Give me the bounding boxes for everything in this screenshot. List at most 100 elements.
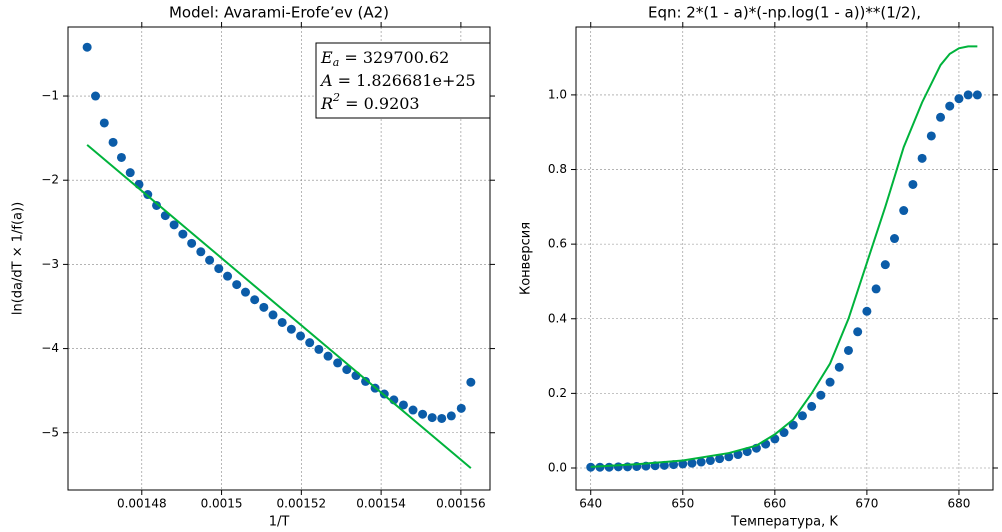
x-tick-label: 0.00154: [356, 497, 406, 511]
data-point: [963, 90, 973, 100]
x-axis-label: Температура, K: [730, 515, 838, 530]
data-point: [936, 112, 946, 122]
data-point: [705, 456, 715, 466]
data-point: [223, 271, 233, 281]
y-tick-label: −5: [41, 425, 59, 439]
data-point: [816, 390, 826, 400]
data-point: [305, 338, 315, 348]
data-point: [427, 413, 437, 423]
y-tick-label: 0.2: [548, 386, 567, 400]
data-point: [323, 351, 333, 361]
data-point: [586, 462, 596, 472]
data-point: [187, 238, 197, 248]
data-point: [880, 260, 890, 270]
x-axis-label: 1/T: [269, 515, 290, 530]
data-point: [259, 302, 269, 312]
x-tick-label: 640: [579, 497, 602, 511]
plot-frame: [575, 26, 994, 491]
data-point: [268, 310, 278, 320]
fit-line: [590, 45, 978, 468]
data-point: [99, 118, 109, 128]
y-tick-label: 0.0: [548, 460, 567, 474]
data-point: [240, 287, 250, 297]
data-point: [250, 295, 260, 305]
data-point: [333, 358, 343, 368]
y-tick-label: −2: [41, 173, 59, 187]
annotation-text: = 329700.62: [339, 48, 449, 67]
annotation-symbol: E: [320, 48, 333, 67]
data-point: [853, 327, 863, 337]
annotation: R2 = 0.9203: [320, 91, 420, 113]
x-tick-label: 0.00148: [117, 497, 167, 511]
data-point: [277, 317, 287, 327]
data-point: [152, 200, 162, 210]
data-point: [108, 137, 118, 147]
y-tick-label: −3: [41, 257, 59, 271]
data-point: [437, 413, 447, 423]
data-point: [926, 131, 936, 141]
annotation-box: [315, 42, 491, 119]
data-point: [82, 42, 92, 52]
data-point: [945, 101, 955, 111]
data-point: [899, 206, 909, 216]
data-point: [862, 306, 872, 316]
data-point: [169, 220, 179, 230]
y-axis-label: Конверсия: [519, 222, 534, 295]
data-point: [954, 94, 964, 104]
chart-title: Eqn: 2*(1 - a)*(-np.log(1 - a))**(1/2),: [648, 4, 921, 22]
data-point: [871, 284, 881, 294]
y-tick-label: −1: [41, 89, 59, 103]
data-point: [890, 234, 900, 244]
annotation-subscript: a: [333, 56, 340, 69]
data-point: [779, 428, 789, 438]
data-point: [807, 401, 817, 411]
y-tick-label: −4: [41, 341, 59, 355]
data-point: [604, 462, 614, 472]
y-tick-label: 0.6: [548, 237, 567, 251]
data-point: [908, 179, 918, 189]
x-tick-label: 670: [855, 497, 878, 511]
data-point: [232, 280, 242, 290]
x-tick-label: 660: [763, 497, 786, 511]
data-point: [797, 411, 807, 421]
data-point: [917, 153, 927, 163]
data-point: [205, 255, 215, 265]
data-point: [196, 247, 206, 257]
data-point: [398, 400, 408, 410]
annotation-symbol: A: [319, 71, 333, 90]
data-point: [687, 458, 697, 468]
data-point: [418, 409, 428, 419]
data-point: [286, 324, 296, 334]
annotation-text: = 0.9203: [340, 94, 420, 113]
chart-title: Model: Avarami-Erofe’ev (A2): [169, 4, 389, 22]
x-tick-label: 0.00152: [277, 497, 327, 511]
data-point: [296, 331, 306, 341]
data-point: [825, 377, 835, 387]
data-point: [446, 411, 456, 421]
data-point: [456, 403, 466, 413]
data-point: [834, 362, 844, 372]
data-point: [843, 345, 853, 355]
data-point: [408, 405, 418, 415]
data-point: [361, 376, 371, 386]
data-point: [724, 452, 734, 462]
data-point: [91, 91, 101, 101]
data-point: [715, 454, 725, 464]
data-point: [116, 152, 126, 162]
data-point: [178, 229, 188, 239]
data-point: [125, 168, 135, 178]
data-point: [613, 462, 623, 472]
annotation: Ea = 329700.62: [320, 48, 449, 70]
x-tick-label: 650: [671, 497, 694, 511]
data-point: [314, 344, 324, 354]
data-point: [696, 457, 706, 467]
data-point: [466, 377, 476, 387]
annotation-text: = 1.826681e+25: [333, 71, 476, 90]
x-tick-label: 0.00156: [436, 497, 486, 511]
x-tick-label: 680: [947, 497, 970, 511]
y-tick-label: 0.8: [548, 162, 567, 176]
plot-frame: [67, 26, 491, 491]
data-point: [342, 365, 352, 375]
annotation-symbol: R: [320, 94, 333, 113]
